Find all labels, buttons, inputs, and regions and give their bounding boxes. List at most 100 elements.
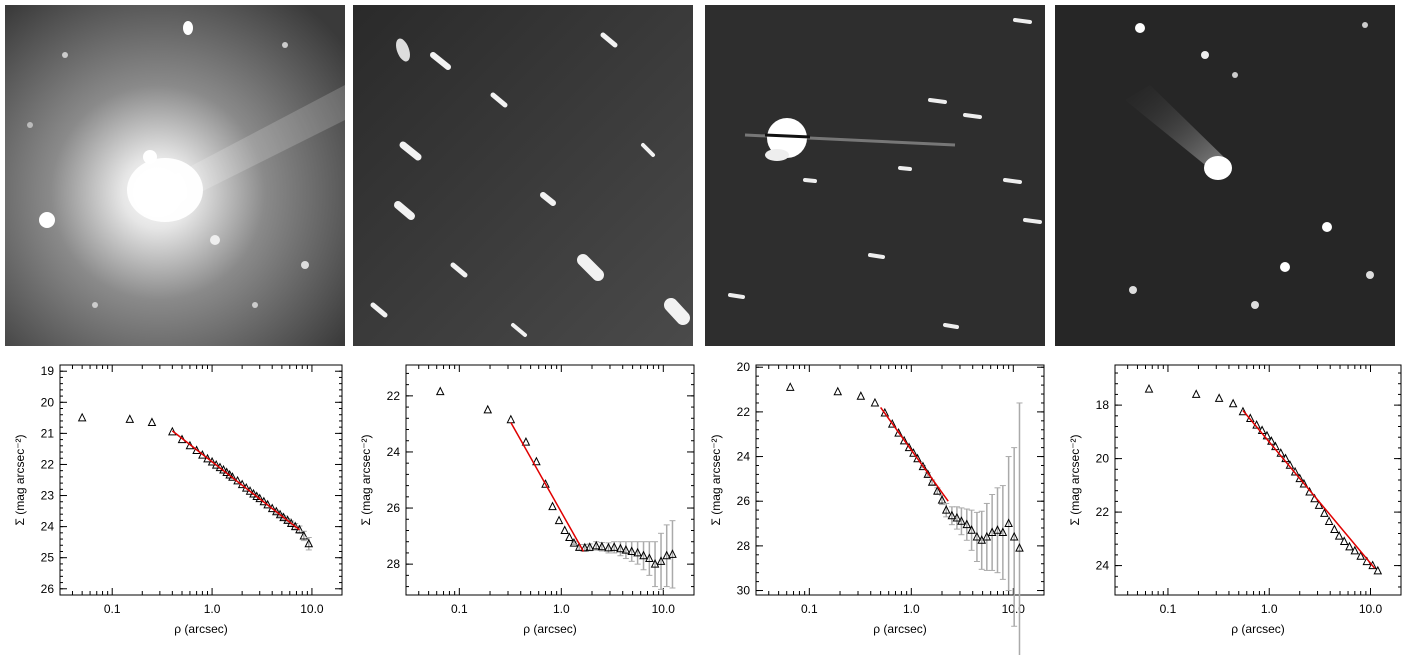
data-point: [933, 486, 942, 495]
data-point: [521, 437, 531, 446]
data-point: [548, 501, 557, 511]
comet-image-1: [5, 5, 345, 346]
data-point: [1009, 531, 1019, 541]
x-tick-label: 1.0: [204, 602, 221, 616]
data-point: [565, 532, 574, 541]
plot-frame: [755, 364, 1045, 596]
data-point: [198, 450, 207, 459]
x-axis-label: ρ (arcsec): [873, 622, 927, 636]
data-point: [993, 525, 1002, 534]
comet-image-4: [1055, 5, 1395, 346]
data-point: [987, 527, 997, 536]
data-point: [1191, 389, 1201, 398]
data-point: [947, 510, 957, 520]
data-point: [982, 531, 992, 541]
data-point: [207, 456, 217, 466]
data-point: [1295, 473, 1305, 483]
y-tick-label: 23: [41, 489, 55, 503]
y-tick-label: 28: [737, 539, 751, 553]
data-point: [506, 414, 516, 424]
data-point: [1368, 560, 1377, 570]
data-point: [192, 445, 201, 454]
x-tick-label: 0.1: [451, 602, 468, 616]
data-point: [1144, 383, 1154, 393]
y-axis-label: Σ (mag arcsec⁻²): [13, 434, 27, 525]
data-point: [616, 543, 625, 553]
data-point: [1314, 500, 1324, 509]
comet-image-1-graphic: [5, 5, 345, 346]
y-axis-label: Σ (mag arcsec⁻²): [359, 434, 373, 525]
plot-frame: [1114, 364, 1402, 596]
comet-image-4-graphic: [1055, 5, 1395, 346]
x-tick-label: 1.0: [1261, 602, 1278, 616]
data-point: [1373, 565, 1383, 575]
x-tick-label: 0.1: [801, 602, 818, 616]
data-point: [585, 542, 595, 551]
data-point: [1345, 541, 1354, 551]
data-point: [1356, 551, 1366, 560]
y-axis-label: Σ (mag arcsec⁻²): [709, 434, 723, 525]
y-tick-label: 21: [41, 426, 55, 440]
fit-line: [880, 406, 949, 502]
data-point: [1299, 478, 1309, 488]
chart-2: 0.1 1.0 10.0 22 24 26 28 ρ (arcsec) Σ (mag arcse…: [359, 364, 695, 636]
y-tick-label: 24: [41, 520, 55, 534]
x-tick-label: 0.1: [1160, 602, 1177, 616]
data-point: [962, 519, 972, 529]
data-point: [1214, 393, 1224, 402]
x-tick-label: 10.0: [652, 602, 676, 616]
x-tick-label: 1.0: [903, 602, 920, 616]
y-tick-label: 24: [1096, 559, 1110, 573]
data-point: [299, 530, 309, 540]
data-point: [1350, 545, 1360, 555]
data-point: [554, 515, 564, 525]
y-tick-label: 20: [737, 360, 751, 374]
data-point: [591, 540, 601, 550]
data-point: [541, 479, 550, 488]
data-point: [887, 419, 897, 428]
plot-frame: [405, 364, 695, 596]
data-point: [275, 509, 285, 519]
data-point: [957, 516, 966, 525]
y-tick-label: 20: [1096, 452, 1110, 466]
data-point: [904, 442, 914, 452]
panel-3: 0.1 1.0 10.0 20 22 24 26 28 30 ρ (arcsec) Σ (mag a…: [702, 0, 1053, 655]
panel-2: 0.1 1.0 10.0 22 24 26 28 ρ (arcsec) Σ (mag arcse…: [350, 0, 702, 655]
data-point: [913, 453, 922, 463]
data-point: [1330, 524, 1339, 533]
data-point: [1004, 518, 1013, 528]
y-tick-label: 19: [41, 364, 55, 378]
x-axis-label: ρ (arcsec): [523, 622, 577, 636]
comet-image-2: [353, 5, 693, 346]
data-point: [1320, 508, 1329, 517]
x-axis-label: ρ (arcsec): [174, 622, 228, 636]
fit-line: [1242, 409, 1376, 569]
data-point: [923, 469, 933, 478]
fit-line: [171, 430, 300, 531]
data-point: [483, 404, 493, 414]
y-tick-label: 25: [41, 551, 55, 565]
data-point: [894, 427, 903, 437]
chart-1: 0.1 1.0 10.0 19 20 21 22 23 24 25 26 ρ (arcsec) Σ (m…: [13, 364, 343, 636]
data-point: [972, 531, 982, 541]
data-point: [560, 525, 570, 534]
y-tick-label: 24: [737, 450, 751, 464]
data-point: [279, 512, 288, 522]
data-point: [918, 461, 928, 471]
data-point: [856, 391, 866, 400]
data-point: [998, 527, 1008, 536]
data-point: [662, 550, 672, 560]
y-tick-label: 28: [387, 557, 401, 571]
y-tick-label: 30: [737, 584, 751, 598]
data-point: [1228, 398, 1238, 408]
data-point: [645, 553, 654, 563]
y-tick-label: 26: [387, 501, 401, 515]
data-point: [880, 407, 890, 417]
data-point: [627, 546, 637, 556]
y-axis-label: Σ (mag arcsec⁻²): [1068, 434, 1082, 525]
y-tick-label: 22: [41, 457, 55, 471]
data-point: [597, 541, 607, 551]
y-tick-label: 18: [1096, 398, 1110, 412]
data-point: [1334, 531, 1344, 540]
data-point: [125, 414, 135, 423]
